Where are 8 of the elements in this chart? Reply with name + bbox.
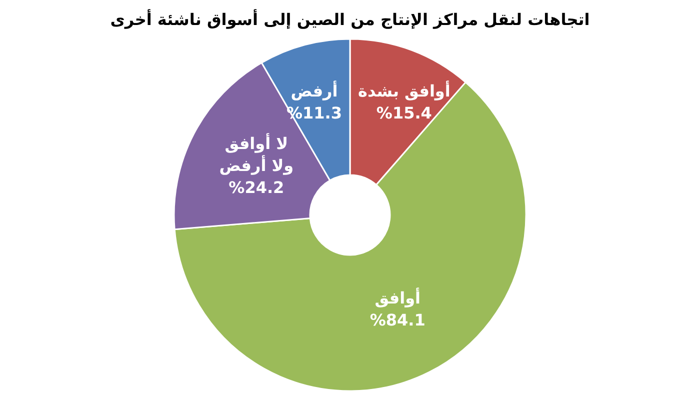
data-label: %24.2 — [228, 178, 284, 198]
data-label: %84.1 — [370, 310, 426, 330]
chart-title: اتجاهات لنقل مراكز الإنتاج من الصين إلى أسواق ناشئة أخرى — [110, 9, 590, 29]
data-label: %15.4 — [376, 103, 432, 122]
slice-label: أوافق — [374, 287, 421, 308]
slice-label: لا أوافق ولا أرفض — [219, 133, 294, 176]
slice-label: أوافق بشدة — [358, 80, 450, 100]
slice-label: أرفض — [290, 80, 338, 100]
